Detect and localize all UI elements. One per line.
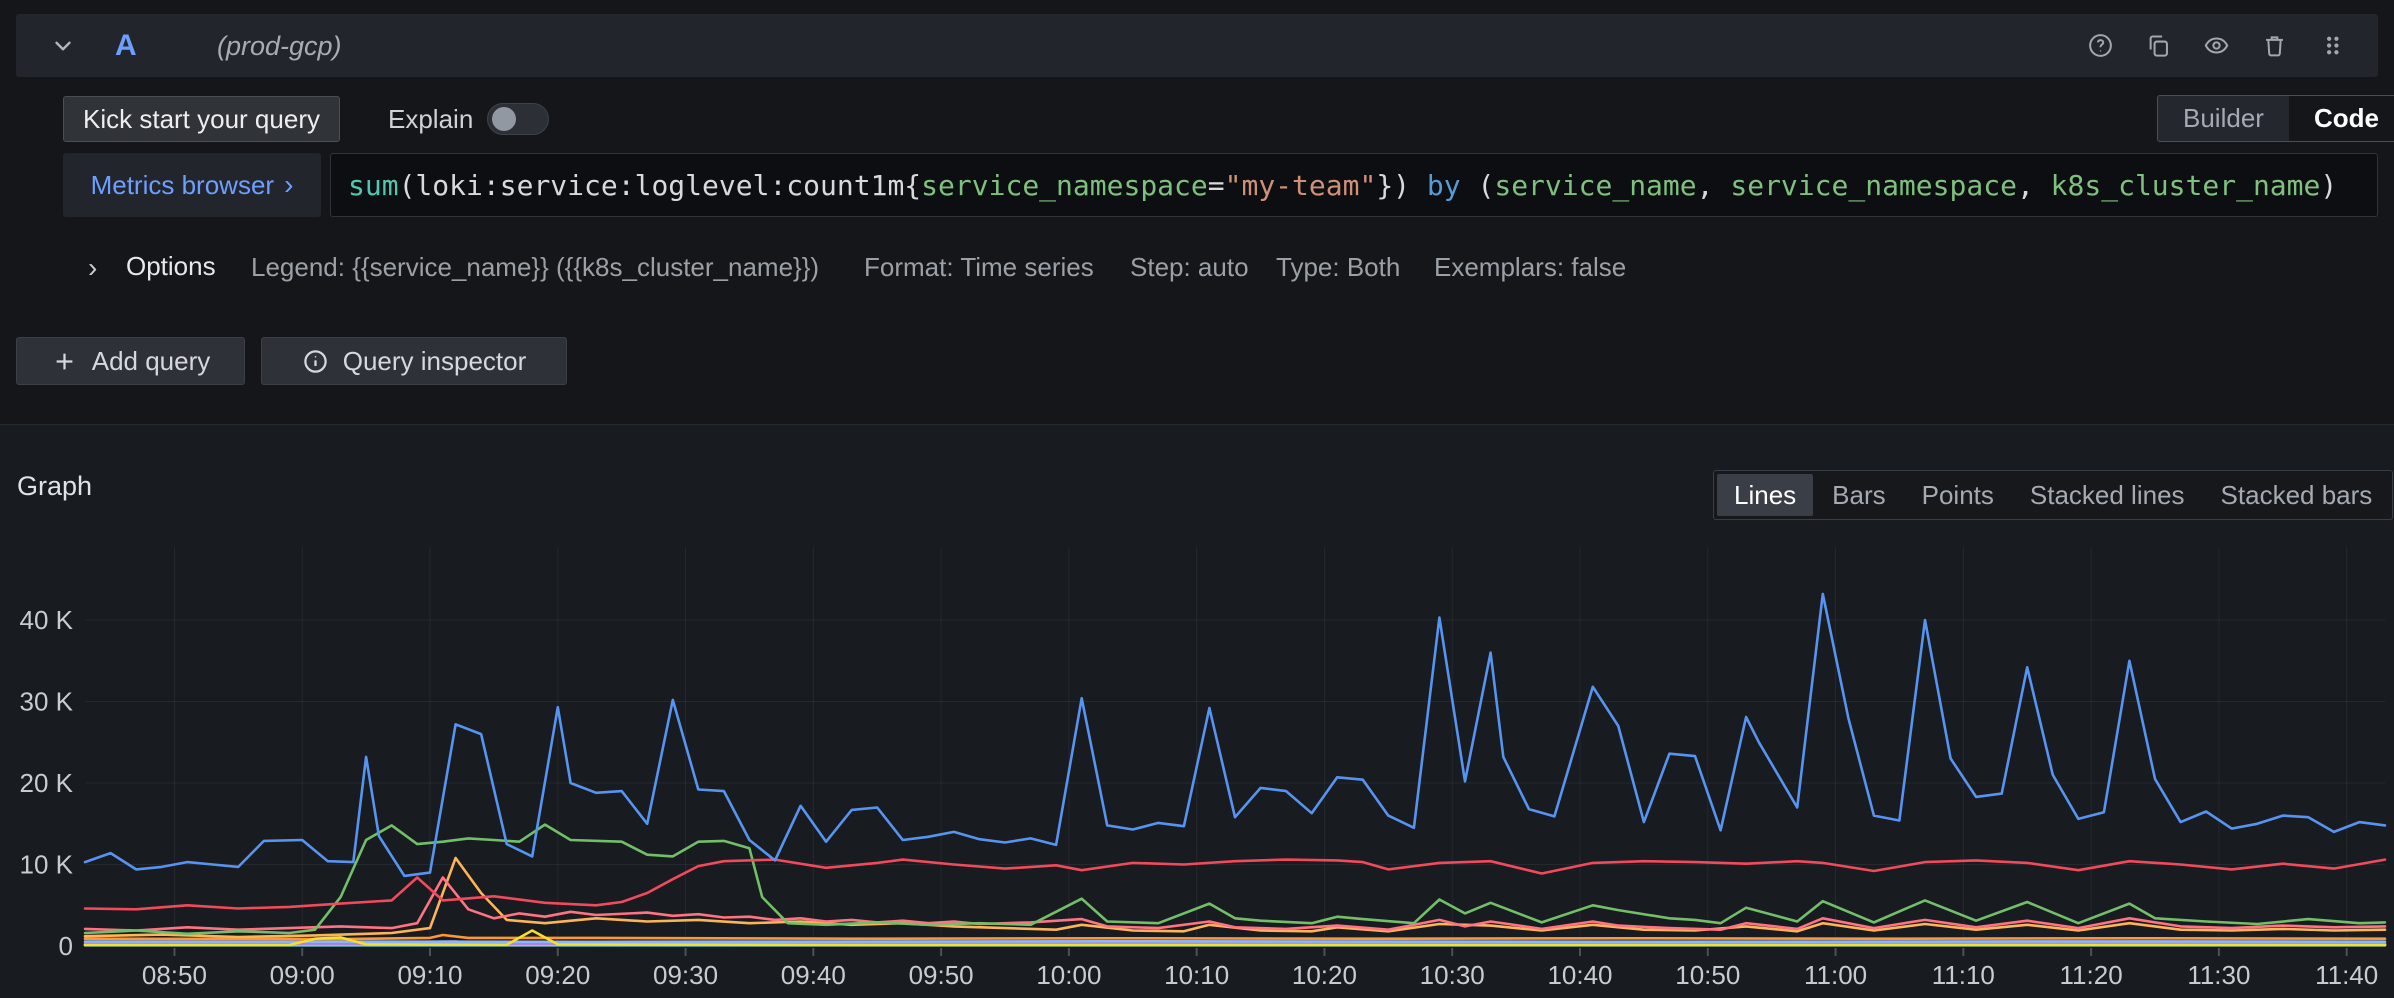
time-series-chart[interactable]: 08:50 09:00 09:10 09:20 09:30 09:40 09:50 10:00… (0, 0, 2394, 998)
x-axis-label: 11:30 (2187, 960, 2250, 990)
y-axis-label: 30 K (20, 687, 74, 717)
x-axis-label: 10:10 (1164, 960, 1229, 990)
x-axis-label: 11:20 (2060, 960, 2123, 990)
x-axis-label: 09:20 (525, 960, 590, 990)
series-light-blue (85, 941, 2385, 942)
y-axis-label: 40 K (20, 605, 74, 635)
x-axis-label: 09:40 (781, 960, 846, 990)
x-axis-label: 11:10 (1932, 960, 1995, 990)
x-axis-label: 10:30 (1420, 960, 1485, 990)
x-axis-label: 09:00 (270, 960, 335, 990)
x-axis-label: 10:20 (1292, 960, 1357, 990)
y-axis-label: 10 K (20, 850, 74, 880)
x-axis-label: 09:30 (653, 960, 718, 990)
x-axis-label: 09:10 (397, 960, 462, 990)
x-axis-label: 10:50 (1675, 960, 1740, 990)
x-axis-label: 09:50 (909, 960, 974, 990)
x-axis-label: 11:40 (2315, 960, 2378, 990)
x-axis-label: 10:40 (1547, 960, 1612, 990)
y-axis-label: 20 K (20, 768, 74, 798)
x-axis-label: 11:00 (1804, 960, 1867, 990)
y-axis-label: 0 (59, 931, 73, 961)
x-axis-label: 08:50 (142, 960, 207, 990)
x-axis-label: 10:00 (1036, 960, 1101, 990)
